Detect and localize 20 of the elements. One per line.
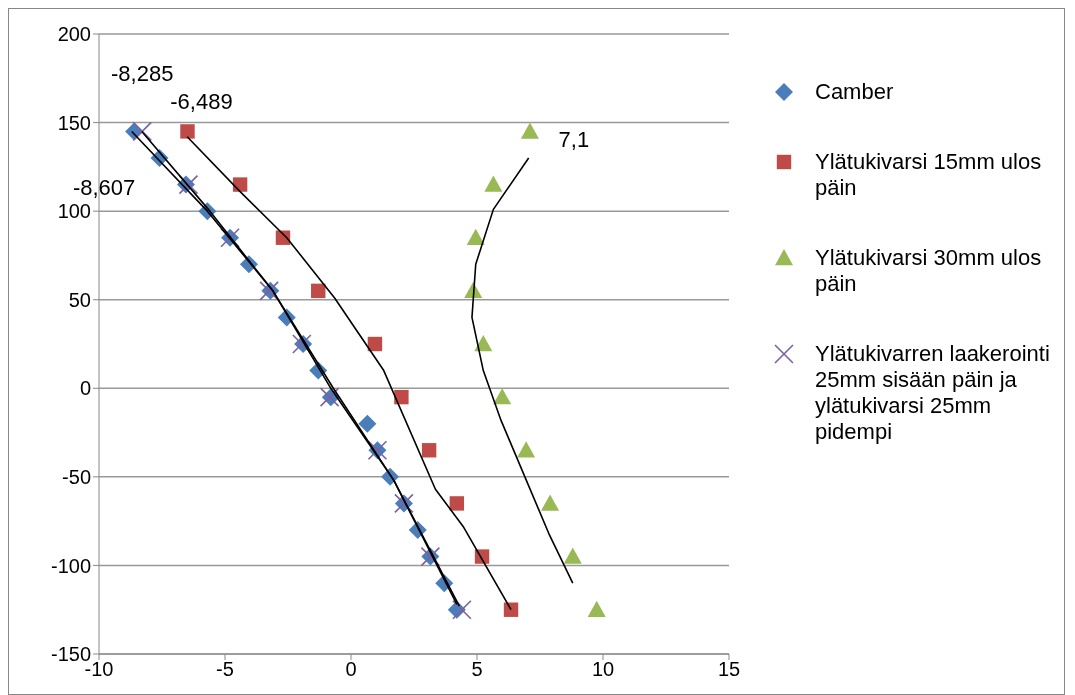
legend-label: Ylätukivarren laakerointi 25mm sisään päin ja ylätukivarsi 25mm pidempi bbox=[815, 341, 1051, 445]
y-tick-label: -50 bbox=[62, 465, 91, 488]
legend-label: Camber bbox=[815, 79, 894, 105]
annotation: -8,285 bbox=[111, 61, 174, 87]
x-tick-label: 15 bbox=[717, 658, 741, 681]
y-tick-label: 50 bbox=[68, 288, 91, 311]
x-tick-label: 5 bbox=[471, 658, 483, 681]
y-tick-label: 100 bbox=[57, 200, 91, 223]
y-tick-label: -100 bbox=[50, 554, 91, 577]
x-tick-label: -5 bbox=[216, 658, 234, 681]
legend-label: Ylätukivarsi 15mm ulos päin bbox=[815, 149, 1043, 201]
y-tick-label: 200 bbox=[57, 23, 91, 46]
x-tick-label: 0 bbox=[345, 658, 357, 681]
y-tick-label: 150 bbox=[57, 111, 91, 134]
x-tick-label: 10 bbox=[591, 658, 615, 681]
y-tick-label: 0 bbox=[79, 377, 91, 400]
annotation: -8,607 bbox=[72, 175, 136, 201]
annotation: -6,489 bbox=[170, 89, 233, 115]
annotation: 7,1 bbox=[558, 127, 590, 153]
legend-label: Ylätukivarsi 30mm ulos päin bbox=[815, 245, 1043, 297]
